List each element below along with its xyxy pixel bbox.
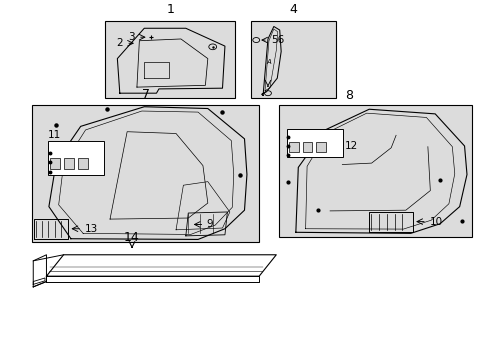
Bar — [316, 142, 325, 152]
Bar — [286, 129, 342, 157]
Bar — [105, 21, 234, 98]
Text: 2: 2 — [116, 38, 123, 48]
Text: 9: 9 — [206, 220, 213, 229]
Bar — [302, 142, 312, 152]
Text: 11: 11 — [48, 130, 61, 140]
Bar — [78, 158, 87, 169]
Text: 8: 8 — [344, 89, 352, 102]
Text: 14: 14 — [124, 231, 140, 244]
Bar — [48, 141, 104, 175]
Text: 4: 4 — [289, 3, 297, 16]
Text: 13: 13 — [84, 224, 98, 234]
Bar — [250, 21, 336, 98]
Text: 12: 12 — [345, 141, 358, 151]
Text: 56: 56 — [270, 35, 284, 45]
Text: 7: 7 — [142, 89, 149, 102]
Text: 3: 3 — [128, 32, 135, 42]
Bar — [64, 158, 74, 169]
Bar — [288, 142, 298, 152]
Text: 1: 1 — [166, 3, 174, 16]
Bar — [278, 105, 471, 237]
Bar — [32, 105, 259, 242]
Bar — [50, 158, 60, 169]
Text: A: A — [265, 59, 270, 65]
Text: 10: 10 — [428, 217, 442, 226]
